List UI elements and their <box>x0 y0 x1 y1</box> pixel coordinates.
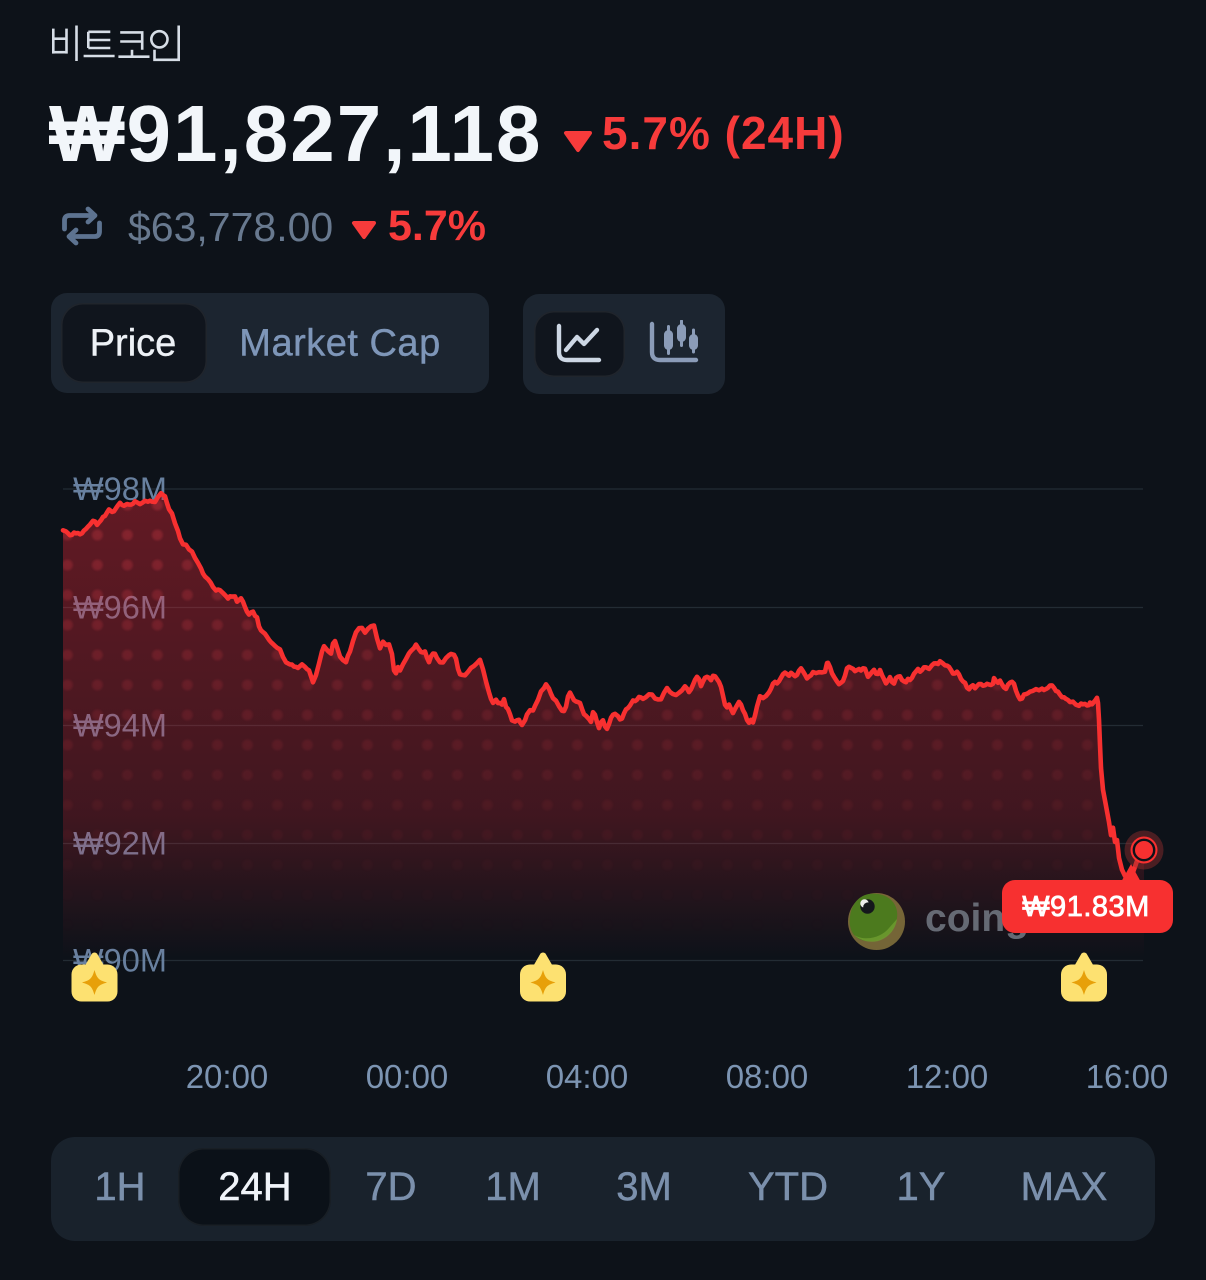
svg-text:₩91.83M: ₩91.83M <box>1022 891 1150 923</box>
